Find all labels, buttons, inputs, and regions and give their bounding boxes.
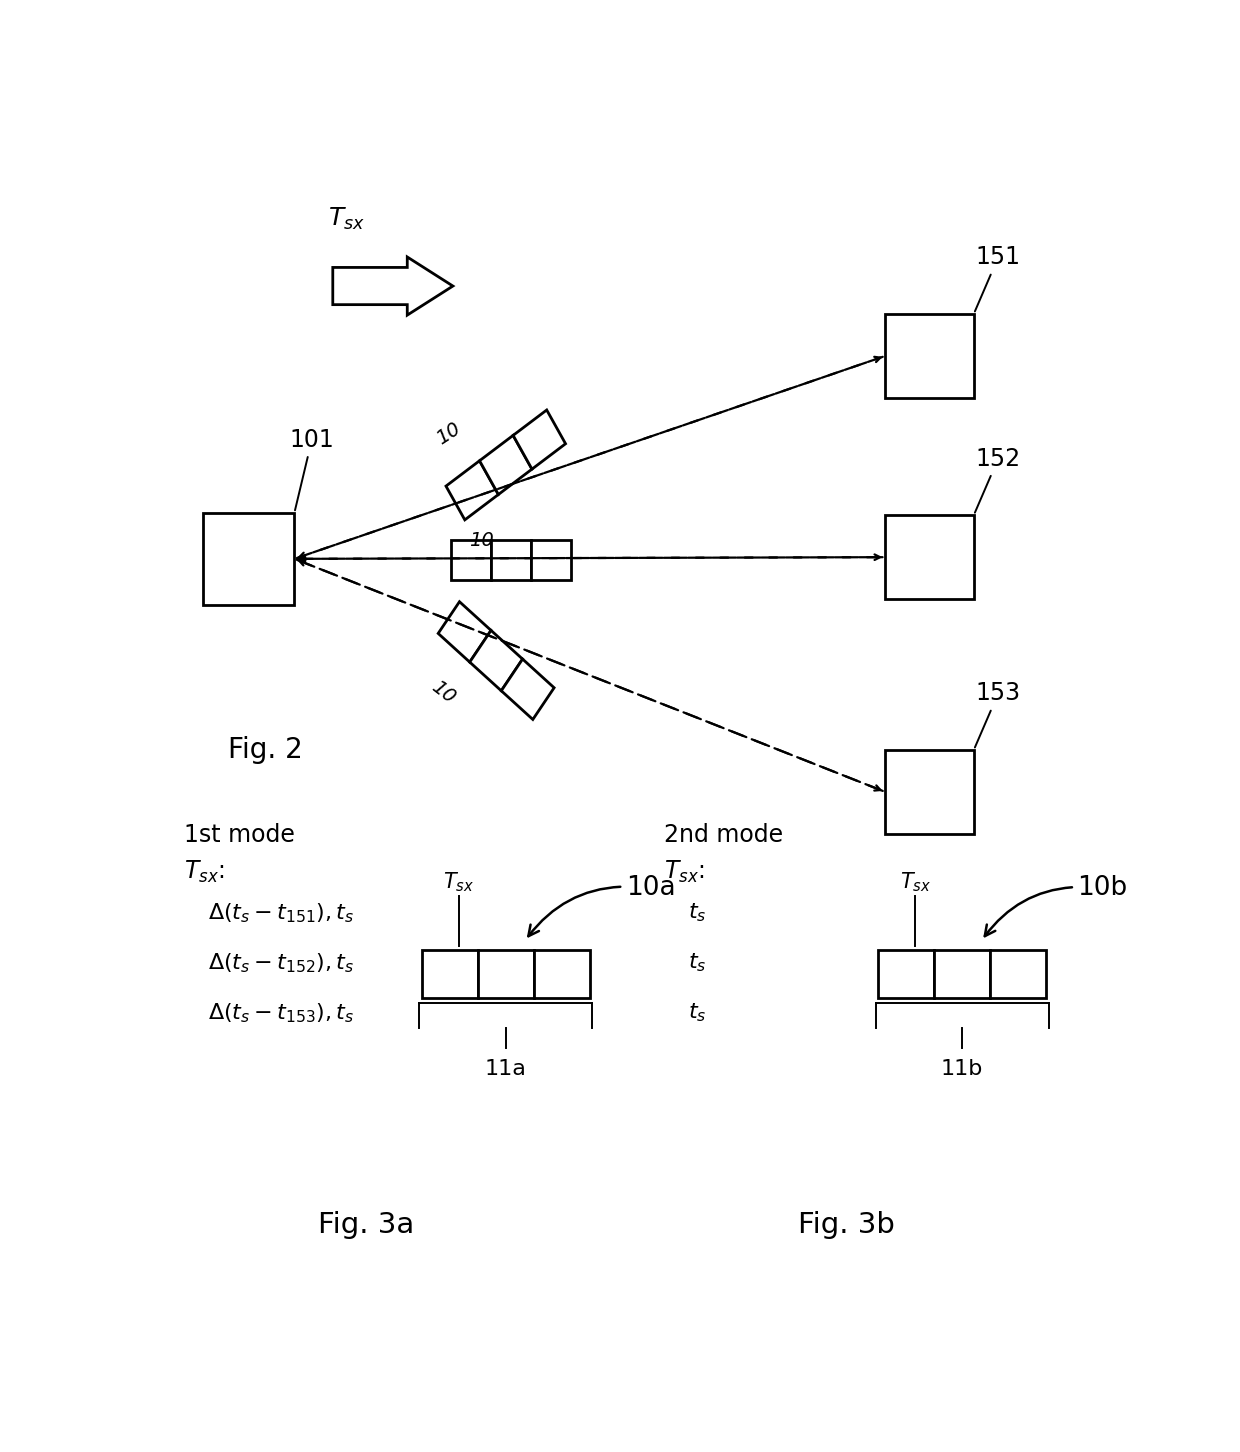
Text: Fig. 3a: Fig. 3a [319,1211,414,1239]
Bar [513,409,565,469]
Text: $t_s$: $t_s$ [688,1002,707,1024]
Polygon shape [332,257,453,315]
Text: $\Delta(t_s-t_{151}), t_s$: $\Delta(t_s-t_{151}), t_s$ [208,900,355,925]
Text: 2nd mode: 2nd mode [665,823,784,847]
Bar [533,950,590,998]
Text: $T_{sx}$: $T_{sx}$ [899,870,931,893]
Bar [491,540,531,581]
Text: Fig. 3b: Fig. 3b [799,1211,895,1239]
Bar [878,950,934,998]
Bar [477,950,533,998]
Bar [501,659,554,720]
Bar [885,515,973,600]
Text: 152: 152 [975,447,1021,513]
Bar [531,540,570,581]
Text: $\Delta(t_s-t_{153}), t_s$: $\Delta(t_s-t_{153}), t_s$ [208,1002,355,1025]
Text: $\Delta(t_s-t_{152}), t_s$: $\Delta(t_s-t_{152}), t_s$ [208,951,355,974]
Text: 10a: 10a [528,876,676,937]
Bar [470,630,522,691]
Text: $t_s$: $t_s$ [688,951,707,974]
Text: $T_{sx}$:: $T_{sx}$: [184,858,224,884]
Bar [446,460,498,520]
Text: 11b: 11b [941,1059,983,1079]
Text: $T_{sx}$:: $T_{sx}$: [665,858,706,884]
Text: $t_s$: $t_s$ [688,900,707,923]
Text: Fig. 2: Fig. 2 [228,736,303,764]
Bar [934,950,991,998]
Text: 10: 10 [428,677,459,707]
Text: 11a: 11a [485,1059,527,1079]
Text: 10b: 10b [985,876,1128,937]
Text: 10: 10 [470,531,494,550]
Text: 153: 153 [975,681,1021,748]
Bar [450,540,491,581]
Bar [438,601,491,662]
Text: $T_{sx}$: $T_{sx}$ [443,870,474,893]
Text: 1st mode: 1st mode [184,823,295,847]
Bar [885,751,973,833]
Bar [885,314,973,398]
Text: 151: 151 [975,245,1021,311]
Text: 10: 10 [433,420,464,449]
Bar [991,950,1047,998]
Bar [422,950,477,998]
Text: 101: 101 [290,427,335,510]
Bar [203,513,294,604]
Text: $T_{sx}$: $T_{sx}$ [327,206,365,232]
Bar [480,436,532,495]
